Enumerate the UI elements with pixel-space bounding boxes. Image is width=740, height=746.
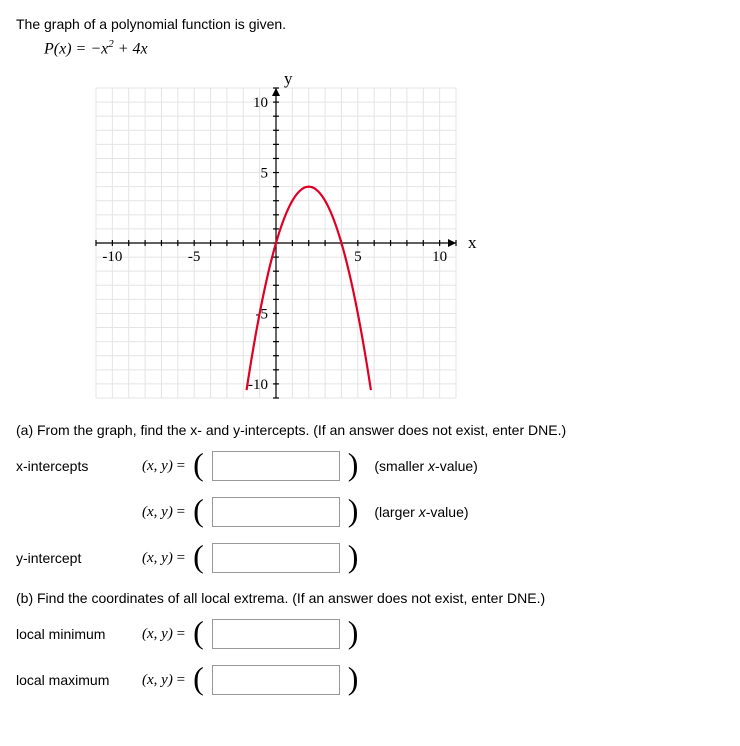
y-intercept-input[interactable] bbox=[212, 543, 340, 573]
close-paren: ) bbox=[348, 662, 359, 694]
xy-label: (x, y) = bbox=[142, 672, 185, 689]
smaller-x-hint: (smaller x-value) bbox=[374, 458, 477, 474]
larger-x-hint: (larger x-value) bbox=[374, 504, 468, 520]
svg-text:10: 10 bbox=[432, 249, 447, 265]
x-intercepts-label: x-intercepts bbox=[16, 458, 134, 474]
y-intercept-row: y-intercept (x, y) = ( ) bbox=[16, 540, 724, 576]
local-max-row: local maximum (x, y) = ( ) bbox=[16, 662, 724, 698]
xy-label: (x, y) = bbox=[142, 504, 185, 521]
open-paren: ( bbox=[193, 448, 204, 480]
close-paren: ) bbox=[348, 494, 359, 526]
graph-container: -10-5510-10-5510xy bbox=[86, 68, 724, 408]
xy-label: (x, y) = bbox=[142, 458, 185, 475]
local-min-input[interactable] bbox=[212, 619, 340, 649]
y-intercept-label: y-intercept bbox=[16, 550, 134, 566]
polynomial-graph: -10-5510-10-5510xy bbox=[86, 68, 486, 408]
equation: P(x) = −x2 + 4x bbox=[44, 38, 724, 58]
svg-text:-10: -10 bbox=[248, 377, 268, 393]
close-paren: ) bbox=[348, 448, 359, 480]
svg-text:-10: -10 bbox=[102, 249, 122, 265]
local-min-row: local minimum (x, y) = ( ) bbox=[16, 616, 724, 652]
svg-text:-5: -5 bbox=[188, 249, 201, 265]
close-paren: ) bbox=[348, 540, 359, 572]
close-paren: ) bbox=[348, 616, 359, 648]
open-paren: ( bbox=[193, 494, 204, 526]
part-a-text: (a) From the graph, find the x- and y-in… bbox=[16, 422, 724, 438]
local-max-label: local maximum bbox=[16, 672, 134, 688]
xy-label: (x, y) = bbox=[142, 626, 185, 643]
x-intercept-2-input[interactable] bbox=[212, 497, 340, 527]
svg-text:x: x bbox=[468, 233, 477, 252]
svg-text:y: y bbox=[284, 69, 293, 88]
open-paren: ( bbox=[193, 662, 204, 694]
x-intercept-row-1: x-intercepts (x, y) = ( ) (smaller x-val… bbox=[16, 448, 724, 484]
x-intercept-1-input[interactable] bbox=[212, 451, 340, 481]
svg-text:5: 5 bbox=[354, 249, 362, 265]
open-paren: ( bbox=[193, 540, 204, 572]
xy-label: (x, y) = bbox=[142, 550, 185, 567]
x-intercept-row-2: (x, y) = ( ) (larger x-value) bbox=[16, 494, 724, 530]
svg-text:10: 10 bbox=[253, 95, 268, 111]
svg-text:5: 5 bbox=[261, 166, 269, 182]
problem-prompt: The graph of a polynomial function is gi… bbox=[16, 16, 724, 32]
local-min-label: local minimum bbox=[16, 626, 134, 642]
open-paren: ( bbox=[193, 616, 204, 648]
local-max-input[interactable] bbox=[212, 665, 340, 695]
part-b-text: (b) Find the coordinates of all local ex… bbox=[16, 590, 724, 606]
